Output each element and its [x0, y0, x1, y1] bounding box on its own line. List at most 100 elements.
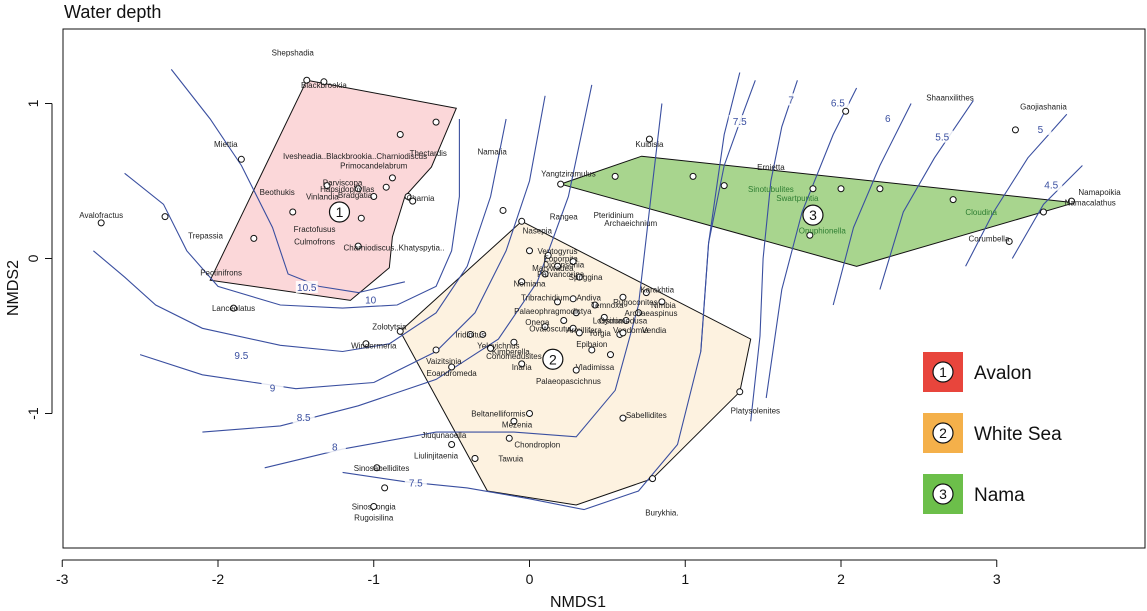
point-marker: [642, 289, 650, 297]
genus-label: Sinotubulites: [748, 185, 794, 194]
genus-point: Vendia: [619, 326, 667, 337]
genus-point: Vladimissa: [576, 351, 615, 372]
genus-label: Yangtziramulus: [541, 169, 596, 178]
chart-title: Water depth: [64, 2, 161, 22]
genus-point: Liulinjitaenia: [414, 451, 479, 462]
point-marker: [499, 206, 507, 214]
genus-point: Sabellidites: [619, 411, 667, 422]
point-marker: [591, 301, 599, 309]
genus-label: Onuphionella: [799, 227, 847, 236]
genus-points: Shepshadia Blackbrookia Miettia Avalofractu…: [79, 48, 1121, 522]
genus-label: Pectinifrons: [200, 268, 242, 277]
genus-point: Platysolenites: [731, 388, 780, 415]
genus-point: Blackbrookia: [301, 78, 347, 90]
genus-point: Swartpuntia: [776, 185, 884, 203]
point-marker: [237, 155, 245, 163]
genus-point: Shaanxilithes: [842, 93, 974, 115]
point-marker: [1068, 197, 1076, 205]
point-marker: [370, 193, 378, 200]
genus-label: Beothukis: [260, 188, 295, 197]
point-marker: [1039, 208, 1047, 216]
genus-point: Yangtziramulus: [541, 169, 596, 188]
legend-number: 2: [939, 425, 947, 441]
genus-point: Palaeophragmodictya: [514, 307, 592, 317]
contour-label: 4.5: [1044, 181, 1058, 192]
genus-label: Namapoikia: [1078, 188, 1121, 197]
genus-label: Vendomia: [613, 326, 649, 335]
point-marker: [569, 258, 577, 266]
legend-item-avalon: 1 Avalon: [923, 352, 1032, 392]
genus-label: Shaanxilithes: [926, 93, 974, 102]
point-marker: [354, 185, 362, 193]
genus-label: Nemiana: [513, 279, 546, 288]
genus-point: Vinlandia: [306, 183, 390, 202]
point-marker: [320, 78, 328, 86]
genus-point: Beltanelliformis: [471, 410, 533, 419]
point-marker: [388, 174, 396, 182]
depth-contours: 10.5 10 9.5 9 8.5 8 7.5 7.5 7 6.5 6 5.5 5 4.5: [93, 69, 1083, 511]
genus-point: Miettia: [214, 140, 245, 163]
hull-white-sea: [399, 220, 752, 506]
genus-label: Marywadea: [532, 264, 574, 273]
point-marker: [161, 213, 169, 221]
contour-line: [1011, 165, 1083, 259]
genus-label: Jiuqunaoella: [421, 431, 466, 440]
genus-label: Ivesheadia..Blackbrookia..Charniodiscus: [283, 152, 427, 161]
genus-label: Vendia: [642, 326, 667, 335]
genus-label: Windermeria: [351, 341, 397, 350]
genus-point: Onega: [525, 317, 568, 327]
genus-point: Avalofractus: [79, 211, 123, 227]
genus-label: Cyclomedusa: [599, 317, 648, 326]
contour-line: [264, 103, 663, 469]
genus-label: Platysolenites: [731, 406, 780, 415]
point-marker: [611, 172, 619, 180]
genus-point: Vaizitsinia: [426, 346, 462, 366]
contour-line: [879, 100, 974, 290]
genus-point: Trepassia: [161, 213, 224, 240]
genus-label: Tribrachidium: [521, 293, 569, 302]
x-tick-label: 2: [837, 571, 845, 587]
point-marker: [572, 309, 580, 317]
x-tick-label: -1: [368, 571, 381, 587]
genus-label: Ernietta: [757, 163, 785, 172]
genus-label: Nimbia: [651, 301, 676, 310]
legend-label: White Sea: [974, 424, 1062, 445]
genus-label: Vaizitsinia: [426, 357, 462, 366]
genus-point: Lossinia: [593, 313, 623, 326]
genus-point: Yelovichnus: [477, 330, 520, 350]
genus-label: Rangea: [550, 213, 579, 222]
point-marker: [354, 242, 362, 250]
point-marker: [250, 234, 258, 242]
genus-point: Parviscopa: [323, 179, 363, 190]
genus-point: Onuphionella: [799, 227, 847, 239]
genus-point: Armillifera: [566, 324, 602, 335]
genus-point: Ivesheadia..Blackbrookia..Charniodiscus: [283, 131, 427, 161]
genus-label: Yorgia: [588, 329, 611, 338]
point-marker: [471, 454, 479, 462]
genus-label: Inaria: [512, 363, 533, 372]
genus-point: Shepshadia: [272, 48, 314, 84]
point-marker: [382, 183, 390, 191]
genus-point: Fractofusus: [294, 214, 365, 234]
point-marker: [432, 118, 440, 126]
genus-label: Bradgatia: [338, 191, 373, 200]
genus-label: Vladimissa: [576, 363, 615, 372]
genus-label: Ventogyrus: [538, 247, 578, 256]
assemblage-number-2: 2: [542, 348, 564, 370]
genus-label: Fractofusus: [294, 225, 336, 234]
point-marker: [588, 346, 596, 354]
genus-point: Thectardis: [410, 118, 447, 158]
genus-label: Epibaion: [576, 340, 607, 349]
contour-label: 5.5: [935, 133, 949, 144]
genus-label: Sabellidites: [626, 411, 667, 420]
point-marker: [479, 330, 487, 338]
genus-label: Dickinsonia: [543, 261, 584, 270]
genus-label: Namacalathus: [1065, 199, 1116, 208]
genus-label: Culmofrons: [294, 237, 335, 246]
point-marker: [396, 327, 404, 335]
genus-label: Beltanelliformis: [471, 410, 525, 419]
point-marker: [289, 208, 297, 216]
genus-point: Archaeichnium: [604, 182, 728, 228]
point-marker: [466, 330, 474, 338]
